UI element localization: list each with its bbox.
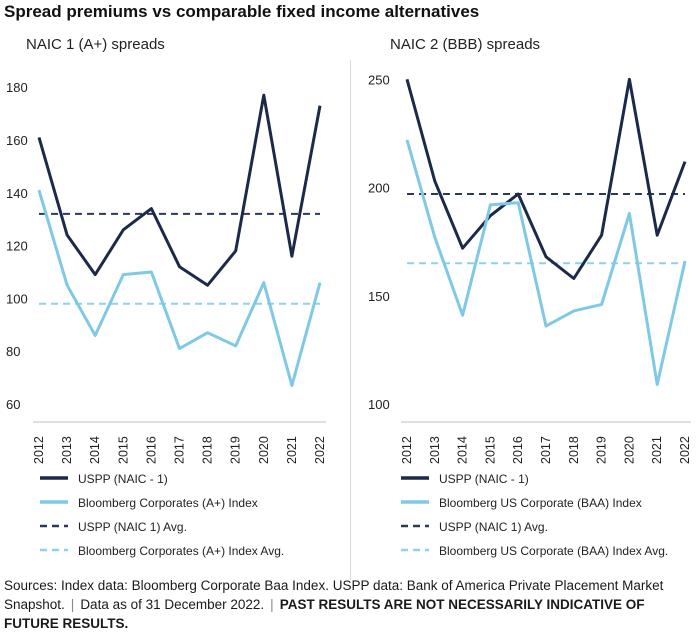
legend-label: USPP (NAIC 1) Avg. xyxy=(439,520,548,534)
separator: | xyxy=(70,597,75,612)
y-tick-label: 200 xyxy=(368,181,390,196)
legend-label: Bloomberg Corporates (A+) Index Avg. xyxy=(78,544,284,558)
x-tick-label: 2020 xyxy=(257,436,271,464)
legend-label: USPP (NAIC - 1) xyxy=(78,472,168,486)
y-tick-label: 250 xyxy=(368,72,390,87)
x-tick-label: 2013 xyxy=(60,436,74,464)
chart-naic2: 100 150 200 250 2012 2013 2014 2015 2016 2017 2018… xyxy=(368,72,692,558)
x-tick-label: 2014 xyxy=(456,436,470,464)
x-tick-label: 2018 xyxy=(567,436,581,464)
legend-label: USPP (NAIC 1) Avg. xyxy=(78,520,187,534)
x-tick-label: 2016 xyxy=(511,436,525,464)
y-tick-label: 180 xyxy=(6,80,28,95)
x-tick-label: 2019 xyxy=(595,436,609,464)
sources-text: Sources: Index data: Bloomberg Corporate… xyxy=(4,578,664,612)
x-tick-label: 2022 xyxy=(313,436,327,464)
chart-panel-naic1: NAIC 1 (A+) spreads 60 80 100 120 140 160 180 2… xyxy=(0,30,350,575)
x-tick-label: 2017 xyxy=(539,436,553,464)
y-tick-label: 150 xyxy=(368,289,390,304)
chart-naic1: 60 80 100 120 140 160 180 2012 2013 2014 2015 2016 2… xyxy=(6,80,327,558)
y-tick-label: 100 xyxy=(6,291,28,306)
x-tick-label: 2012 xyxy=(400,436,414,464)
page-title: Spread premiums vs comparable fixed inco… xyxy=(4,2,480,21)
x-tick-label: 2013 xyxy=(428,436,442,464)
series-line xyxy=(405,77,687,280)
x-tick-label: 2021 xyxy=(285,436,299,464)
x-tick-label: 2017 xyxy=(173,436,187,464)
y-tick-label: 60 xyxy=(6,397,20,412)
chart-title: NAIC 2 (BBB) spreads xyxy=(390,36,541,53)
legend-label: USPP (NAIC - 1) xyxy=(439,472,529,486)
legend-label: Bloomberg US Corporate (BAA) Index Avg. xyxy=(439,544,668,558)
x-tick-label: 2019 xyxy=(229,436,243,464)
x-tick-label: 2018 xyxy=(201,436,215,464)
chart-panel-naic2: NAIC 2 (BBB) spreads 100 150 200 250 2012 201… xyxy=(355,30,700,575)
x-tick-label: 2020 xyxy=(622,436,636,464)
x-tick-label: 2015 xyxy=(483,436,497,464)
disclaimer-text: PAST RESULTS ARE NOT NECESSARILY INDICAT… xyxy=(4,597,645,631)
x-tick-label: 2012 xyxy=(32,436,46,464)
y-tick-label: 120 xyxy=(6,239,28,254)
legend-label: Bloomberg US Corporate (BAA) Index xyxy=(439,496,642,510)
chart-title: NAIC 1 (A+) spreads xyxy=(26,36,165,53)
data-date-text: Data as of 31 December 2022. xyxy=(80,597,265,612)
y-tick-label: 160 xyxy=(6,133,28,148)
series-line xyxy=(405,139,687,386)
legend-label: Bloomberg Corporates (A+) Index xyxy=(78,496,258,510)
footer-sources: Sources: Index data: Bloomberg Corporate… xyxy=(4,576,694,633)
x-tick-label: 2015 xyxy=(116,436,130,464)
x-tick-label: 2016 xyxy=(144,436,158,464)
series-line xyxy=(37,93,322,287)
y-tick-label: 100 xyxy=(368,397,390,412)
y-tick-label: 140 xyxy=(6,186,28,201)
separator: | xyxy=(270,597,274,612)
x-tick-label: 2014 xyxy=(88,436,102,464)
x-tick-label: 2022 xyxy=(678,436,692,464)
panel-divider xyxy=(350,60,351,580)
x-tick-label: 2021 xyxy=(650,436,664,464)
series-line xyxy=(37,189,322,387)
y-tick-label: 80 xyxy=(6,344,20,359)
